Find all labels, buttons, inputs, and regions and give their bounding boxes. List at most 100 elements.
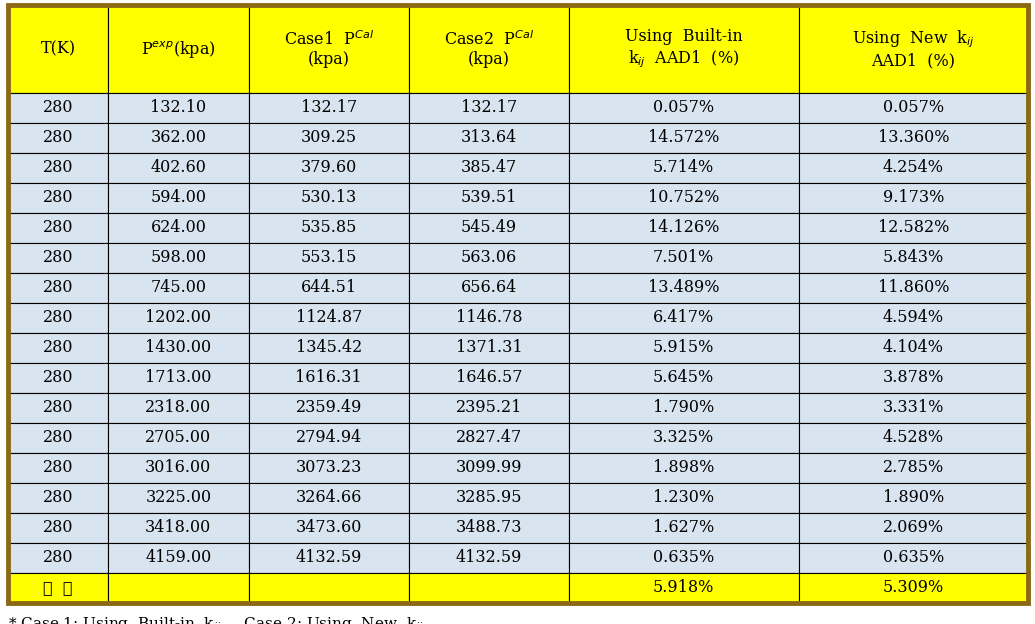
Bar [798, 453, 1028, 483]
Text: 280: 280 [42, 220, 73, 236]
Text: 3473.60: 3473.60 [296, 520, 362, 537]
Bar [248, 153, 409, 183]
Bar [8, 483, 108, 513]
Bar [569, 183, 798, 213]
Bar [798, 573, 1028, 603]
Bar [248, 543, 409, 573]
Text: 362.00: 362.00 [150, 130, 206, 147]
Text: 1371.31: 1371.31 [455, 339, 523, 356]
Text: 4132.59: 4132.59 [296, 550, 362, 567]
Bar [798, 423, 1028, 453]
Bar [409, 393, 569, 423]
Text: 1646.57: 1646.57 [455, 369, 523, 386]
Text: 0.057%: 0.057% [883, 99, 944, 117]
Bar [108, 213, 248, 243]
Bar [8, 153, 108, 183]
Bar [8, 303, 108, 333]
Text: 5.309%: 5.309% [883, 580, 944, 597]
Text: 14.572%: 14.572% [648, 130, 719, 147]
Text: Case1  P$^{Cal}$
(kpa): Case1 P$^{Cal}$ (kpa) [284, 30, 374, 68]
Text: 5.843%: 5.843% [883, 250, 944, 266]
Text: 3488.73: 3488.73 [455, 520, 523, 537]
Bar [108, 93, 248, 123]
Bar [108, 5, 248, 93]
Text: 563.06: 563.06 [461, 250, 518, 266]
Bar [8, 513, 108, 543]
Text: 1.898%: 1.898% [653, 459, 714, 477]
Text: 385.47: 385.47 [461, 160, 518, 177]
Bar [798, 213, 1028, 243]
Bar [8, 393, 108, 423]
Bar [798, 483, 1028, 513]
Text: 14.126%: 14.126% [648, 220, 719, 236]
Text: 5.918%: 5.918% [653, 580, 714, 597]
Text: 0.635%: 0.635% [883, 550, 944, 567]
Text: 553.15: 553.15 [300, 250, 357, 266]
Text: 6.417%: 6.417% [653, 310, 714, 326]
Text: 1430.00: 1430.00 [145, 339, 211, 356]
Text: 3073.23: 3073.23 [296, 459, 362, 477]
Bar [8, 333, 108, 363]
Text: 624.00: 624.00 [150, 220, 206, 236]
Text: * Case 1: Using  Built-in  k$_{ij}$  ,  Case 2: Using  New  k$_{ij}$: * Case 1: Using Built-in k$_{ij}$ , Case… [8, 615, 423, 624]
Text: 2827.47: 2827.47 [455, 429, 522, 447]
Bar [409, 513, 569, 543]
Text: 656.64: 656.64 [461, 280, 518, 296]
Text: 280: 280 [42, 99, 73, 117]
Text: 535.85: 535.85 [300, 220, 357, 236]
Bar [108, 543, 248, 573]
Text: 2359.49: 2359.49 [296, 399, 362, 416]
Bar [569, 513, 798, 543]
Bar [409, 363, 569, 393]
Bar [8, 93, 108, 123]
Text: 1.790%: 1.790% [653, 399, 714, 416]
Bar [798, 123, 1028, 153]
Text: 2.785%: 2.785% [883, 459, 944, 477]
Bar [108, 573, 248, 603]
Bar [569, 273, 798, 303]
Bar [8, 5, 108, 93]
Bar [8, 543, 108, 573]
Bar [569, 393, 798, 423]
Text: 9.173%: 9.173% [883, 190, 944, 207]
Bar [8, 453, 108, 483]
Bar [248, 5, 409, 93]
Text: 132.17: 132.17 [461, 99, 518, 117]
Text: 545.49: 545.49 [461, 220, 518, 236]
Text: 280: 280 [42, 250, 73, 266]
Text: 0.635%: 0.635% [653, 550, 714, 567]
Bar [248, 333, 409, 363]
Bar [108, 393, 248, 423]
Text: 280: 280 [42, 399, 73, 416]
Text: 598.00: 598.00 [150, 250, 206, 266]
Text: 2.069%: 2.069% [883, 520, 944, 537]
Bar [798, 333, 1028, 363]
Text: 644.51: 644.51 [301, 280, 357, 296]
Text: 13.360%: 13.360% [878, 130, 949, 147]
Text: 132.17: 132.17 [300, 99, 357, 117]
Bar [248, 423, 409, 453]
Bar [569, 153, 798, 183]
Bar [248, 453, 409, 483]
Text: 5.915%: 5.915% [653, 339, 714, 356]
Bar [409, 453, 569, 483]
Text: 280: 280 [42, 429, 73, 447]
Text: 2794.94: 2794.94 [296, 429, 362, 447]
Bar [569, 543, 798, 573]
Bar [798, 543, 1028, 573]
Bar [569, 423, 798, 453]
Text: 539.51: 539.51 [461, 190, 518, 207]
Bar [409, 93, 569, 123]
Bar [569, 453, 798, 483]
Text: 4132.59: 4132.59 [455, 550, 522, 567]
Text: 280: 280 [42, 310, 73, 326]
Text: 5.645%: 5.645% [653, 369, 714, 386]
Bar [798, 93, 1028, 123]
Text: 309.25: 309.25 [301, 130, 357, 147]
Bar [569, 243, 798, 273]
Bar [569, 483, 798, 513]
Text: 1.230%: 1.230% [653, 489, 714, 507]
Text: 530.13: 530.13 [300, 190, 357, 207]
Bar [108, 333, 248, 363]
Bar [248, 93, 409, 123]
